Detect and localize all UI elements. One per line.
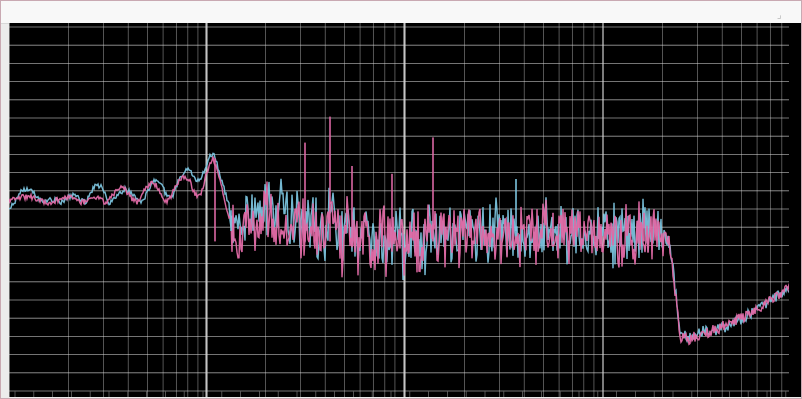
cyan-spectrum-trace	[9, 152, 798, 344]
magenta-spectrum-trace	[9, 156, 798, 346]
spectrum-analyzer	[9, 23, 801, 397]
series-layer	[9, 152, 798, 346]
peaks-layer	[214, 116, 645, 242]
resize-grip-icon[interactable]: ⌟	[777, 10, 782, 21]
window-titlebar[interactable]: ⌟	[1, 1, 801, 24]
plot-grid	[9, 23, 801, 397]
spectrum-plot	[9, 23, 801, 397]
right-scale	[789, 23, 801, 397]
spectrum-svg	[9, 23, 801, 397]
